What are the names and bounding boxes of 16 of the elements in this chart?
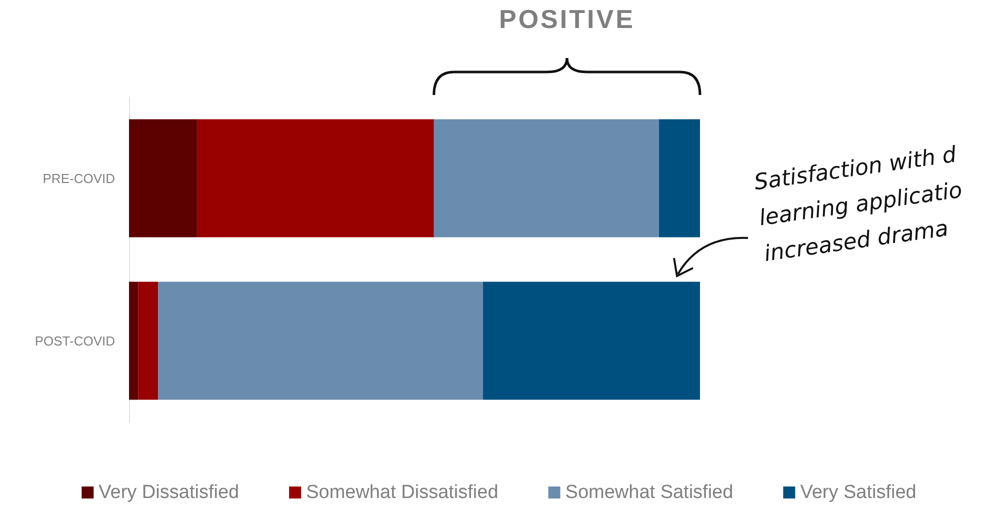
legend-label: Somewhat Satisfied xyxy=(565,482,734,503)
legend-label: Somewhat Dissatisfied xyxy=(306,482,498,503)
bar xyxy=(138,282,158,400)
legend-label: Very Satisfied xyxy=(800,482,916,503)
legend-label: Very Dissatisfied xyxy=(98,482,240,503)
text: POSITIVE xyxy=(498,4,635,35)
bar xyxy=(434,119,659,238)
bar xyxy=(196,119,434,238)
bar xyxy=(658,119,700,238)
bar xyxy=(129,119,197,238)
bar xyxy=(129,282,138,400)
text: Satisfaction with d learning applicatio increased drama xyxy=(752,142,965,269)
bar xyxy=(158,282,484,400)
bar xyxy=(483,282,700,400)
y-tick-label: PRE-COVID xyxy=(42,170,115,186)
y-tick-label: POST-COVID xyxy=(34,333,115,348)
